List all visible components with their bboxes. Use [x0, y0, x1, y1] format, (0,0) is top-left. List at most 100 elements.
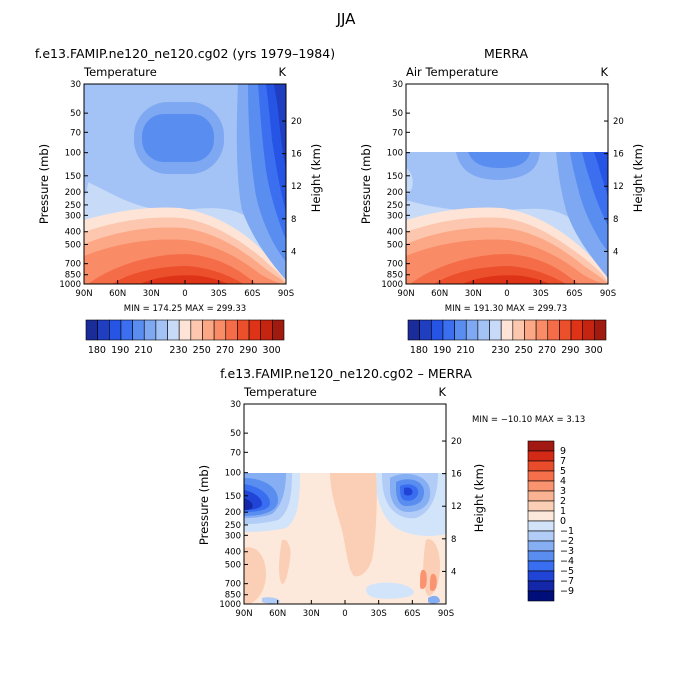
y-tick-label: 400 [65, 228, 81, 238]
colorbar-swatch [155, 319, 168, 341]
panel-merra-y2label: Height (km) [631, 144, 645, 213]
y2-tick-label: 4 [613, 247, 618, 257]
field-band [244, 498, 253, 510]
x-tick-label: 30N [465, 289, 482, 299]
x-tick-label: 30S [211, 289, 227, 299]
panel-model-variable: Temperature [83, 65, 157, 79]
y-tick-label: 1000 [381, 280, 403, 290]
x-tick-label: 30S [533, 289, 549, 299]
colorbar-swatch [419, 319, 432, 341]
colorbar-swatch [237, 319, 250, 341]
y-tick-label: 30 [392, 80, 403, 90]
colorbar-swatch [527, 590, 555, 602]
x-tick-label: 0 [342, 609, 347, 619]
y-tick-label: 100 [387, 149, 403, 159]
x-tick-label: 90N [235, 609, 252, 619]
panel-model-y2label: Height (km) [309, 144, 323, 213]
y-tick-label: 700 [225, 580, 241, 590]
colorbar-swatch [260, 319, 273, 341]
colorbar-label: 300 [585, 345, 603, 356]
colorbar-swatch [559, 319, 572, 341]
y-tick-label: 150 [387, 172, 403, 182]
x-tick-label: 0 [504, 289, 509, 299]
x-tick-label: 60N [269, 609, 286, 619]
colorbar-label: 250 [515, 345, 533, 356]
colorbar-label: 180 [410, 345, 428, 356]
y2-tick-label: 12 [291, 182, 302, 192]
colorbar-swatch [167, 319, 180, 341]
y-tick-label: 70 [70, 128, 81, 138]
y-tick-label: 400 [387, 228, 403, 238]
field-band [404, 487, 413, 496]
panel-model-stats: MIN = 174.25 MAX = 299.33 [124, 304, 246, 314]
colorbar-swatch [132, 319, 145, 341]
y-tick-label: 300 [387, 211, 403, 221]
panel-model-units: K [278, 65, 286, 79]
colorbar-label: 4 [560, 476, 566, 487]
colorbar-swatch [85, 319, 98, 341]
colorbar-label: −7 [560, 576, 574, 587]
x-tick-label: 60S [244, 289, 260, 299]
y-tick-label: 150 [65, 172, 81, 182]
y-tick-label: 500 [387, 240, 403, 250]
colorbar-label: 300 [263, 345, 281, 356]
y2-tick-label: 4 [451, 567, 456, 577]
colorbar-swatch [527, 490, 555, 502]
y2-tick-label: 12 [451, 502, 462, 512]
colorbar-swatch [527, 560, 555, 572]
panel-diff: f.e13.FAMIP.ne120_ne120.cg02 – MERRA Tem… [197, 366, 585, 619]
x-tick-label: 60S [566, 289, 582, 299]
colorbar-label: 290 [561, 345, 579, 356]
y-tick-label: 30 [70, 80, 81, 90]
field-band [244, 547, 266, 604]
panel-merra-units: K [600, 65, 608, 79]
panel-merra-colorbar: 180 190 210 230 250 270 290 300 [407, 319, 607, 356]
colorbar-label: 270 [538, 345, 556, 356]
colorbar-swatch [120, 319, 133, 341]
y-tick-label: 850 [387, 271, 403, 281]
colorbar-swatch [442, 319, 455, 341]
field-band [430, 573, 437, 591]
x-tick-label: 60N [431, 289, 448, 299]
colorbar-label: −3 [560, 546, 574, 557]
y-tick-label: 300 [65, 211, 81, 221]
y-tick-label: 100 [225, 469, 241, 479]
y2-tick-label: 20 [291, 117, 302, 127]
x-tick-label: 90S [438, 609, 454, 619]
figure-title: JJA [336, 10, 357, 28]
field-band [366, 582, 414, 599]
y2-tick-label: 16 [291, 150, 302, 160]
colorbar-swatch [465, 319, 479, 341]
y-tick-label: 200 [65, 188, 81, 198]
y2-tick-label: 8 [451, 535, 456, 545]
y-tick-label: 250 [65, 201, 81, 211]
y-tick-label: 500 [225, 560, 241, 570]
panel-merra: MERRA Air Temperature K 3050701001502002… [359, 46, 645, 356]
colorbar-label: 210 [134, 345, 152, 356]
panel-diff-field [244, 473, 446, 604]
colorbar-swatch [248, 319, 262, 341]
colorbar-swatch [272, 319, 285, 341]
panel-model-title: f.e13.FAMIP.ne120_ne120.cg02 (yrs 1979–1… [35, 46, 335, 61]
colorbar-swatch [547, 319, 560, 341]
colorbar-swatch [108, 319, 122, 341]
field-band [406, 168, 413, 195]
y-tick-label: 850 [225, 591, 241, 601]
colorbar-label: −9 [560, 586, 574, 597]
y2-tick-label: 12 [613, 182, 624, 192]
colorbar-label: 3 [560, 486, 566, 497]
colorbar-swatch [527, 550, 555, 562]
y-tick-label: 100 [65, 149, 81, 159]
colorbar-label: 9 [560, 446, 566, 457]
colorbar-label: 190 [111, 345, 129, 356]
panel-merra-field [406, 152, 608, 284]
y2-tick-label: 16 [451, 470, 462, 480]
x-tick-label: 30N [303, 609, 320, 619]
colorbar-label: 0 [560, 516, 566, 527]
colorbar-swatch [430, 319, 444, 341]
field-band [262, 597, 280, 604]
colorbar-label: 190 [433, 345, 451, 356]
field-band [142, 114, 214, 162]
